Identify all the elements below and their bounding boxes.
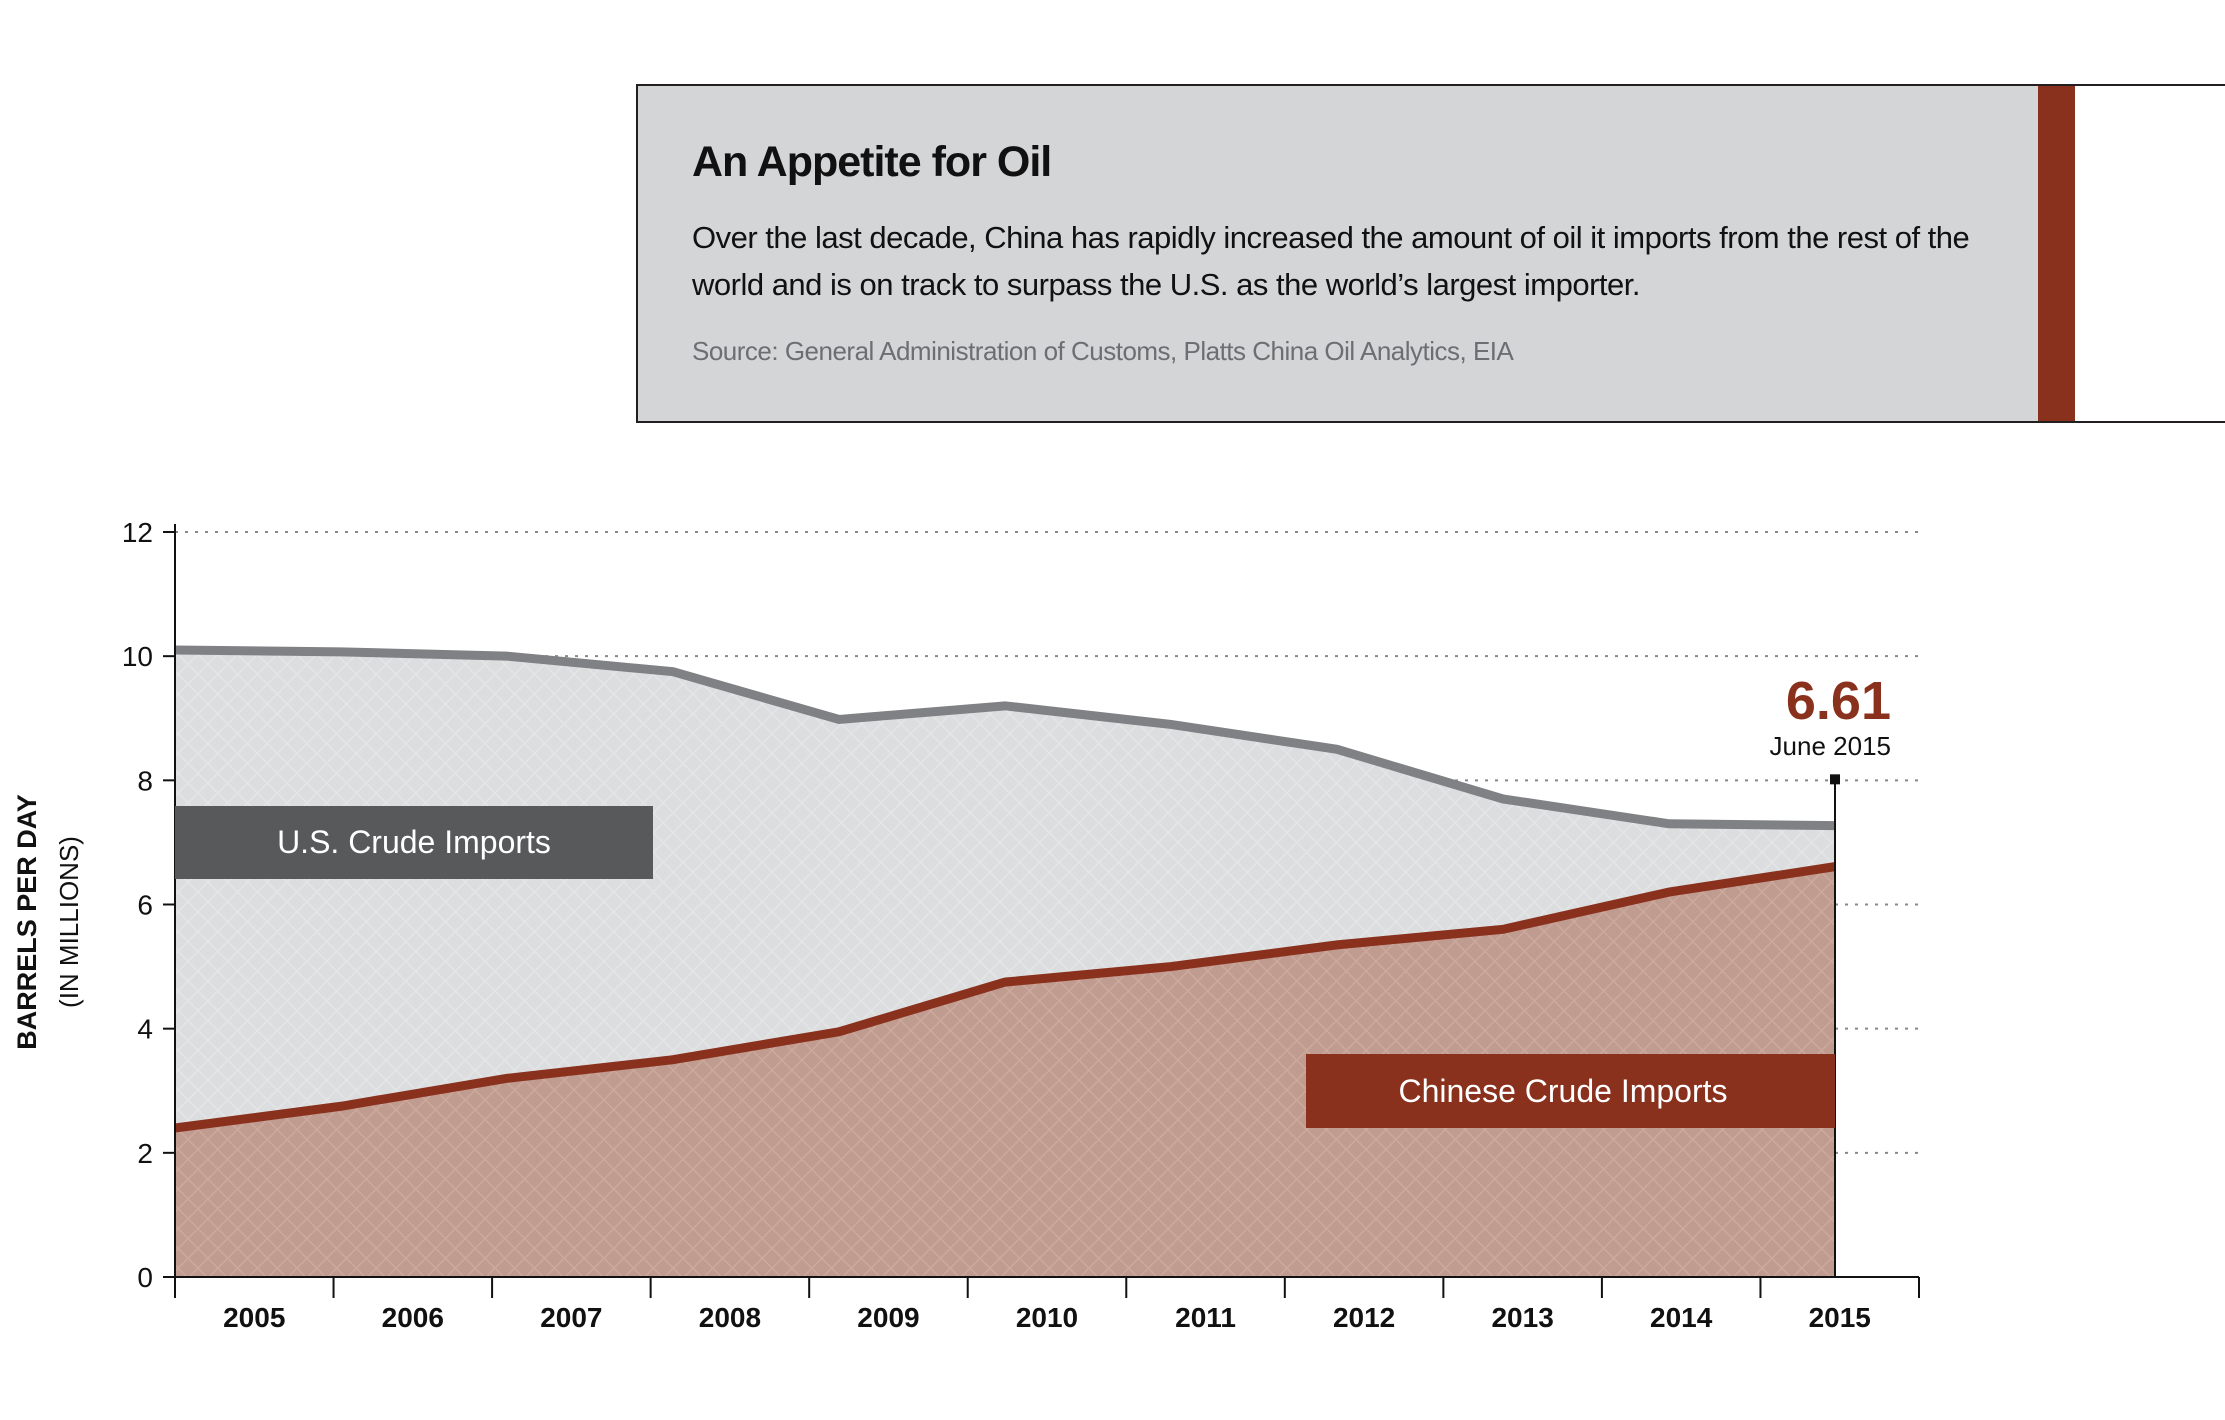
x-tick-label: 2012 — [1333, 1302, 1395, 1333]
y-tick-label: 0 — [137, 1262, 153, 1293]
x-tick-label: 2013 — [1491, 1302, 1553, 1333]
header-end — [2075, 86, 2225, 421]
x-tick-label: 2007 — [540, 1302, 602, 1333]
annotation-marker — [1830, 774, 1840, 785]
y-axis-label: BARRELS PER DAY — [12, 794, 42, 1050]
accent-bar — [2038, 86, 2075, 421]
china-legend-box — [1306, 1054, 1835, 1128]
y-tick-label: 4 — [137, 1014, 153, 1045]
y-tick-label: 6 — [137, 890, 153, 921]
chart-title: An Appetite for Oil — [692, 138, 1052, 186]
us-legend-label: U.S. Crude Imports — [277, 824, 551, 860]
x-tick-label: 2010 — [1016, 1302, 1078, 1333]
y-tick-label: 12 — [122, 517, 153, 548]
chart-header: An Appetite for Oil Over the last decade… — [636, 84, 2225, 423]
x-tick-label: 2008 — [699, 1302, 761, 1333]
y-tick-label: 2 — [137, 1138, 153, 1169]
x-tick-label: 2011 — [1175, 1302, 1236, 1333]
chart-source: Source: General Administration of Custom… — [692, 336, 1514, 366]
y-axis-sublabel: (IN MILLIONS) — [54, 836, 84, 1008]
us-legend-box — [175, 806, 653, 879]
x-tick-label: 2009 — [857, 1302, 919, 1333]
x-tick-label: 2014 — [1650, 1302, 1713, 1333]
x-tick-label: 2015 — [1809, 1302, 1871, 1333]
x-tick-label: 2006 — [382, 1302, 444, 1333]
china-legend-label: Chinese Crude Imports — [1398, 1073, 1727, 1109]
x-tick-label: 2005 — [223, 1302, 285, 1333]
y-tick-label: 10 — [122, 641, 153, 672]
chart-description: Over the last decade, China has rapidly … — [692, 220, 1970, 302]
china-imports-area — [175, 866, 1835, 1277]
annotation-value: 6.61 — [1786, 671, 1891, 731]
y-tick-label: 8 — [137, 765, 153, 796]
annotation-label: June 2015 — [1770, 731, 1891, 761]
